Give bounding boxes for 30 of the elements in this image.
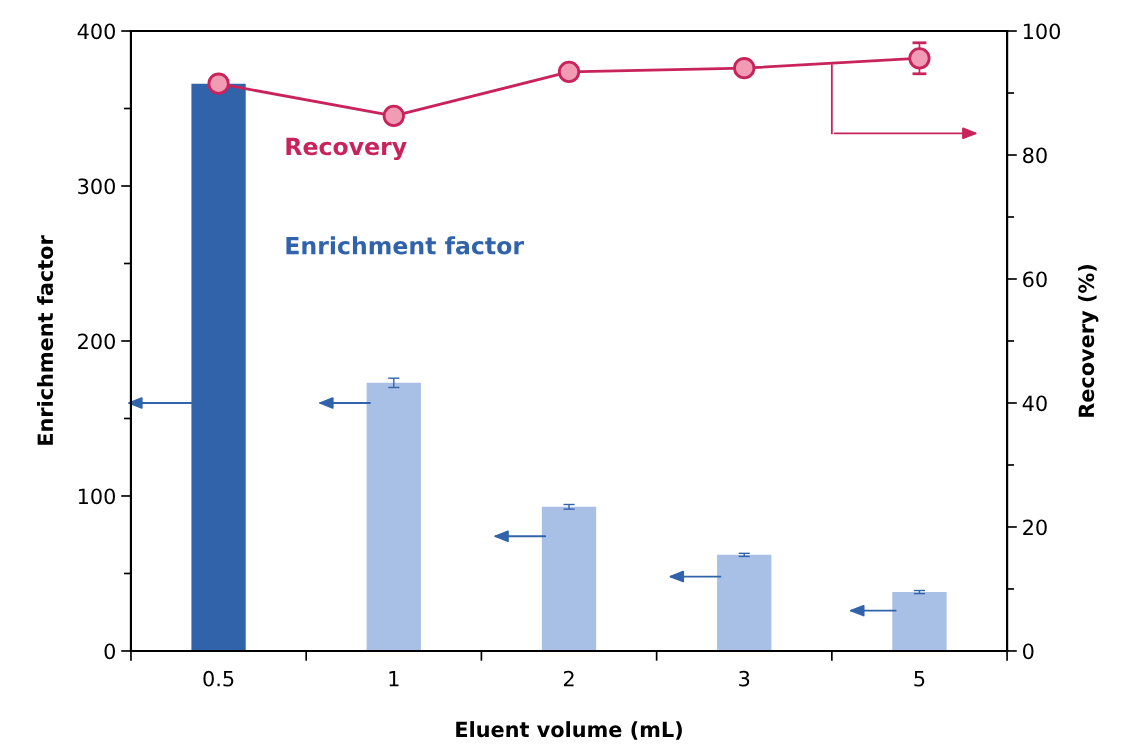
x-axis-title: Eluent volume (mL) [456,721,682,740]
x-tick-label: 3 [739,670,750,687]
series-label: Enrichment factor [286,236,524,255]
x-tick-label: 0.5 [203,670,234,687]
point [382,104,405,128]
x-tick-label: 5 [914,671,925,687]
bar [892,592,947,651]
series-label: Recovery [286,137,407,161]
y2-tick-label: 40 [1022,395,1047,412]
y-axis-title: Enrichment factor [37,235,54,445]
y2-tick-label: 80 [1023,147,1047,164]
y2-axis-title: Recovery (%) [1078,265,1099,417]
point [207,72,230,95]
y2-tick-label: 60 [1023,271,1047,288]
point [908,47,931,70]
bar [717,554,772,651]
y-tick-label: 300 [78,178,115,195]
y-tick-label: 200 [78,333,115,350]
y2-tick-label: 100 [1023,23,1061,40]
x-tick-label: 2 [563,670,574,687]
bar [366,382,421,651]
y-tick-label: 100 [78,488,115,505]
y-tick-label: 0 [104,643,115,660]
x-tick-label: 1 [389,671,399,687]
point [557,60,581,84]
point [733,57,756,80]
y-tick-label: 400 [77,23,115,40]
y2-tick-label: 0 [1023,643,1034,660]
bar [541,506,597,651]
y2-tick-label: 20 [1023,519,1047,536]
